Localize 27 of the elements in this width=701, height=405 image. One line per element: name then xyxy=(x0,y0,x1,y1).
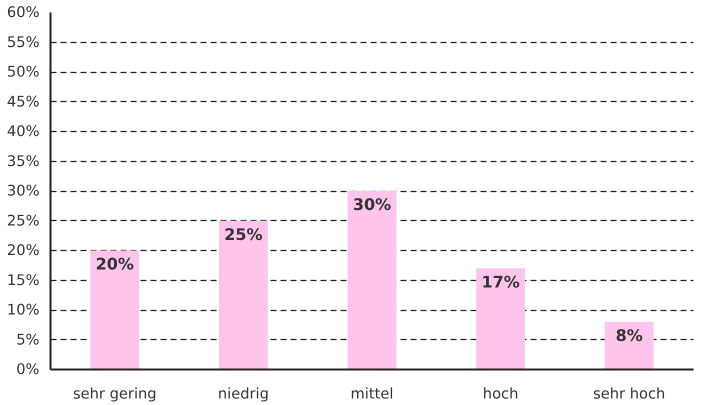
y-tick-label: 50% xyxy=(6,64,40,80)
x-tick-label: hoch xyxy=(482,386,518,402)
bar xyxy=(218,220,268,370)
y-tick-label: 35% xyxy=(6,152,40,170)
data-label: 30% xyxy=(352,195,392,214)
bar xyxy=(476,268,526,370)
y-tick-label: 20% xyxy=(6,242,40,259)
y-tick-label: 0% xyxy=(16,361,40,378)
x-tick-label: sehr gering xyxy=(72,386,157,402)
y-tick-label: 60% xyxy=(6,4,40,21)
y-tick-label: 10% xyxy=(6,302,40,318)
data-label: 8% xyxy=(616,326,643,345)
y-tick-label: 5% xyxy=(16,331,40,348)
data-label: 20% xyxy=(96,254,134,274)
y-tick-label: 55% xyxy=(6,34,40,51)
data-label: 17% xyxy=(481,272,520,292)
y-tick-label: 40% xyxy=(6,123,40,140)
data-label: 25% xyxy=(224,224,263,244)
y-tick-label: 30% xyxy=(6,182,40,200)
y-tick-label: 25% xyxy=(6,212,40,230)
y-tick-label: 15% xyxy=(6,272,40,289)
bar xyxy=(90,250,140,370)
x-tick-label: sehr hoch xyxy=(593,386,666,402)
x-tick-label: niedrig xyxy=(218,386,269,402)
y-tick-label: 45% xyxy=(6,93,40,110)
bar xyxy=(348,191,396,370)
x-tick-label: mittel xyxy=(350,386,394,402)
